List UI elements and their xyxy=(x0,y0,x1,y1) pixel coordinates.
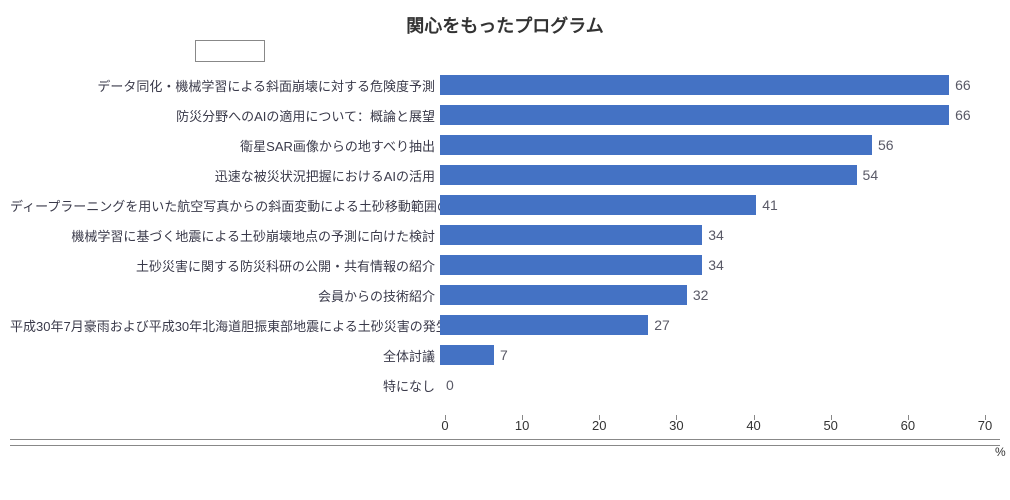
bar-row: 会員からの技術紹介 32 xyxy=(10,280,990,310)
category-label: 特になし xyxy=(10,376,440,395)
chart-container: 関心をもったプログラム 010203040506070 データ同化・機械学習によ… xyxy=(0,0,1010,500)
bar xyxy=(440,225,702,245)
bar-row: データ同化・機械学習による斜面崩壊に対する危険度予測 66 xyxy=(10,70,990,100)
tick-label: 70 xyxy=(970,418,1000,433)
bar xyxy=(440,255,702,275)
axis-line-1 xyxy=(10,439,1000,440)
bar-value: 56 xyxy=(872,137,894,153)
bar xyxy=(440,195,756,215)
bar-row: 土砂災害に関する防災科研の公開・共有情報の紹介 34 xyxy=(10,250,990,280)
legend-box xyxy=(195,40,265,62)
bar-value: 7 xyxy=(494,347,508,363)
bar-row: 迅速な被災状況把握におけるAIの活用 54 xyxy=(10,160,990,190)
bar-value: 66 xyxy=(949,107,971,123)
category-label: 衛星SAR画像からの地すべり抽出 xyxy=(10,136,440,155)
category-label: データ同化・機械学習による斜面崩壊に対する危険度予測 xyxy=(10,76,440,95)
bar-value: 54 xyxy=(857,167,879,183)
bar-row: 平成30年7月豪雨および平成30年北海道胆振東部地震による土砂災害の発生状況 27 xyxy=(10,310,990,340)
chart-title: 関心をもったプログラム xyxy=(0,12,1010,38)
category-label: 防災分野へのAIの適用について：概論と展望 xyxy=(10,106,440,125)
bar-row: ディープラーニングを用いた航空写真からの斜面変動による土砂移動範囲の抽出 41 xyxy=(10,190,990,220)
category-label: 機械学習に基づく地震による土砂崩壊地点の予測に向けた検討 xyxy=(10,226,440,245)
bar xyxy=(440,285,687,305)
bar-value: 32 xyxy=(687,287,709,303)
tick-label: 30 xyxy=(661,418,691,433)
x-axis-unit: % xyxy=(995,445,1006,459)
tick-label: 60 xyxy=(893,418,923,433)
category-label: ディープラーニングを用いた航空写真からの斜面変動による土砂移動範囲の抽出 xyxy=(10,196,440,215)
bar xyxy=(440,345,494,365)
tick-label: 0 xyxy=(430,418,460,433)
bar xyxy=(440,165,857,185)
bar-row: 機械学習に基づく地震による土砂崩壊地点の予測に向けた検討 34 xyxy=(10,220,990,250)
category-label: 迅速な被災状況把握におけるAIの活用 xyxy=(10,166,440,185)
bar-value: 0 xyxy=(440,377,454,393)
bar-row: 衛星SAR画像からの地すべり抽出 56 xyxy=(10,130,990,160)
bar-row: 特になし0 xyxy=(10,370,990,400)
bar-row: 防災分野へのAIの適用について：概論と展望 66 xyxy=(10,100,990,130)
axis-line-2 xyxy=(10,445,1000,446)
bar-value: 41 xyxy=(756,197,778,213)
bar xyxy=(440,135,872,155)
category-label: 全体討議 xyxy=(10,346,440,365)
bar xyxy=(440,105,949,125)
bar-value: 34 xyxy=(702,227,724,243)
bar xyxy=(440,315,648,335)
category-label: 会員からの技術紹介 xyxy=(10,286,440,305)
tick-label: 20 xyxy=(584,418,614,433)
bar-value: 66 xyxy=(949,77,971,93)
tick-label: 40 xyxy=(739,418,769,433)
plot-area: 010203040506070 データ同化・機械学習による斜面崩壊に対する危険度… xyxy=(445,70,985,450)
tick-label: 50 xyxy=(816,418,846,433)
bar-value: 34 xyxy=(702,257,724,273)
bar xyxy=(440,75,949,95)
bar-value: 27 xyxy=(648,317,670,333)
category-label: 土砂災害に関する防災科研の公開・共有情報の紹介 xyxy=(10,256,440,275)
bar-row: 全体討議 7 xyxy=(10,340,990,370)
x-axis: 010203040506070 xyxy=(445,418,985,448)
category-label: 平成30年7月豪雨および平成30年北海道胆振東部地震による土砂災害の発生状況 xyxy=(10,316,440,335)
tick-label: 10 xyxy=(507,418,537,433)
